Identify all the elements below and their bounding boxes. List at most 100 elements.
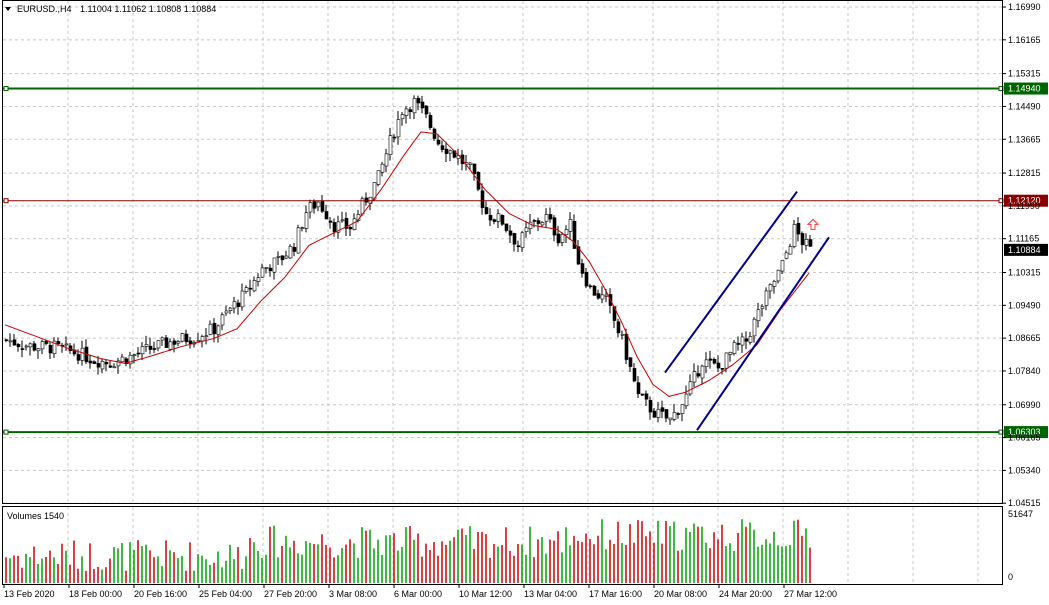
price-tick-label: 1.06990 [1008,400,1041,410]
candle-body [268,267,273,272]
candle-body [224,310,229,314]
candle-body [248,287,253,290]
candle-body [140,346,145,355]
level-handle[interactable] [3,429,9,435]
candle-body [4,339,9,341]
time-tick-label: 20 Mar 08:00 [654,589,707,599]
candle-body [428,115,433,128]
candle-body [344,217,349,229]
candle-body [780,260,785,272]
trend-channel[interactable] [664,190,830,431]
candle-body [164,337,169,348]
volume-bars [5,519,811,583]
candle-body [28,343,33,348]
volume-max-label: 51647 [1008,509,1033,519]
up-arrow-icon[interactable] [806,218,820,230]
level-price-badge [1004,194,1048,207]
candle-body [588,285,593,288]
candle-body [584,272,589,287]
candle-body [628,357,633,367]
candle-body [520,232,525,249]
moving-average [4,131,810,397]
candle-body [376,170,381,185]
price-tick-label: 1.10315 [1008,268,1041,278]
candle-body [668,417,673,421]
candle-body [80,347,85,361]
candle-body [772,281,777,287]
candle-body [256,277,261,282]
candle-body [636,382,641,395]
candle-body [504,223,509,231]
time-tick-label: 6 Mar 00:00 [394,589,442,599]
price-tick-label: 1.09490 [1008,300,1041,310]
candle-body [716,362,721,369]
candle-body [288,246,293,259]
candle-body [188,340,193,344]
level-handle[interactable] [3,86,9,92]
candle-body [272,257,277,273]
time-tick-label: 20 Feb 16:00 [134,589,187,599]
candle-body [448,150,453,154]
channel-line[interactable] [696,236,830,431]
candle-body [596,293,601,299]
time-tick-label: 10 Mar 12:00 [459,589,512,599]
candle-body [264,267,269,269]
level-handle[interactable] [3,198,9,204]
candle-body [532,220,537,222]
time-tick-label: 24 Mar 20:00 [719,589,772,599]
price-tick-label: 1.04515 [1008,498,1041,508]
candle-body [784,252,789,259]
candle-body [292,247,297,252]
candle-body [408,109,413,112]
candle-body [644,393,649,400]
candle-body [580,263,585,274]
candle-body [564,229,569,236]
candle-body [632,368,637,382]
price-tick-label: 1.06165 [1008,433,1041,443]
candle-body [372,182,377,200]
candle-body [120,356,125,363]
candle-body [652,410,657,418]
level-price-badge [1004,426,1048,439]
candle-body [112,366,117,369]
candle-body [748,336,753,343]
candle-body [48,344,53,354]
arrow-shape [806,218,820,230]
moving-average-line [4,131,810,397]
candle-body [744,338,749,342]
time-tick-label: 13 Mar 04:00 [524,589,577,599]
candle-body [764,290,769,306]
candle-body [552,217,557,236]
candle-body [380,163,385,173]
candle-body [16,344,21,348]
candle-body [540,221,545,226]
candle-body [496,213,501,222]
horizontal-levels[interactable]: 1.14940 1.12120 1.06303 [3,82,1048,439]
level-price-badge [1004,82,1048,95]
candle-body [116,360,121,367]
candle-body [172,340,177,345]
candle-body [12,339,17,346]
candle-body [240,290,245,308]
candle-body [560,234,565,243]
candle-body [168,341,173,350]
volume-label: Volumes 1540 [7,511,64,521]
candle-body [132,354,137,356]
candle-body [276,256,281,258]
candle-body [728,351,733,355]
candle-body [672,412,677,420]
dropdown-triangle-icon[interactable] [5,7,11,11]
candle-body [600,294,605,300]
candle-body [196,340,201,342]
candle-body [752,318,757,337]
price-axis: 1.16990 1.16165 1.15315 1.14490 1.13665 1.128… [1002,2,1048,508]
candle-body [280,255,285,261]
price-tick-label: 1.15315 [1008,69,1041,79]
time-axis: 13 Feb 2020 18 Feb 00:00 20 Feb 16:00 25 Fe… [3,584,837,599]
candle-body [24,345,29,348]
time-tick-label: 18 Feb 00:00 [69,589,122,599]
price-tick-label: 1.11990 [1008,201,1040,211]
channel-line[interactable] [664,190,798,374]
candle-body [220,314,225,326]
